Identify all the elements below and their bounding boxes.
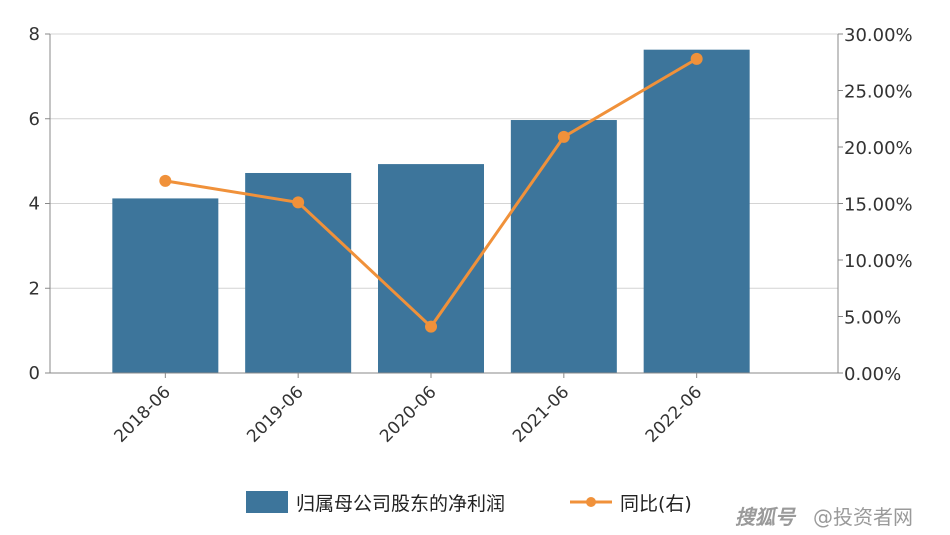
yoy-point	[425, 320, 437, 333]
bar	[510, 120, 617, 374]
yoy-point	[690, 52, 703, 65]
right-tick-label: 25.00%	[844, 82, 913, 103]
watermark-brand: 搜狐号	[735, 505, 797, 529]
bar	[378, 164, 484, 373]
yoy-point	[557, 130, 570, 143]
watermark-text: @投资者网	[813, 505, 913, 529]
legend: 归属母公司股东的净利润 同比(右)	[246, 491, 692, 515]
line-series	[159, 52, 703, 333]
right-tick-label: 30.00%	[844, 25, 913, 46]
right-tick-label: 5.00%	[844, 308, 901, 329]
legend-swatch-marker	[586, 497, 596, 507]
x-tick-label: 2019-06	[243, 382, 307, 446]
legend-label-net-profit: 归属母公司股东的净利润	[296, 493, 505, 515]
left-tick-label: 0	[29, 363, 40, 384]
x-tick-label: 2020-06	[376, 382, 440, 446]
left-tick-label: 8	[29, 24, 40, 45]
legend-label-yoy: 同比(右)	[620, 493, 692, 515]
x-tick-label: 2021-06	[509, 382, 573, 446]
right-tick-label: 0.00%	[844, 364, 901, 385]
watermark: 搜狐号 @投资者网	[735, 505, 913, 529]
left-tick-label: 4	[29, 194, 40, 215]
yoy-point	[159, 174, 172, 187]
left-tick-label: 2	[29, 278, 40, 299]
right-ticks: 0.00% 5.00% 10.00% 15.00% 20.00% 25.00% 30.00%	[838, 25, 913, 385]
legend-swatch-bar	[246, 491, 288, 513]
yoy-point	[292, 196, 305, 209]
right-tick-label: 10.00%	[844, 251, 913, 272]
bar	[112, 198, 219, 373]
left-ticks: 0 2 4 6 8	[29, 24, 50, 384]
x-tick-label: 2022-06	[642, 382, 706, 446]
left-tick-label: 6	[29, 109, 40, 130]
right-tick-label: 15.00%	[844, 195, 913, 216]
right-tick-label: 20.00%	[844, 138, 913, 159]
x-ticks: 2018-06 2019-06 2020-06 2021-06 2022-06	[111, 373, 706, 447]
bar	[643, 49, 750, 374]
bars	[112, 49, 750, 374]
x-tick-label: 2018-06	[111, 382, 175, 446]
